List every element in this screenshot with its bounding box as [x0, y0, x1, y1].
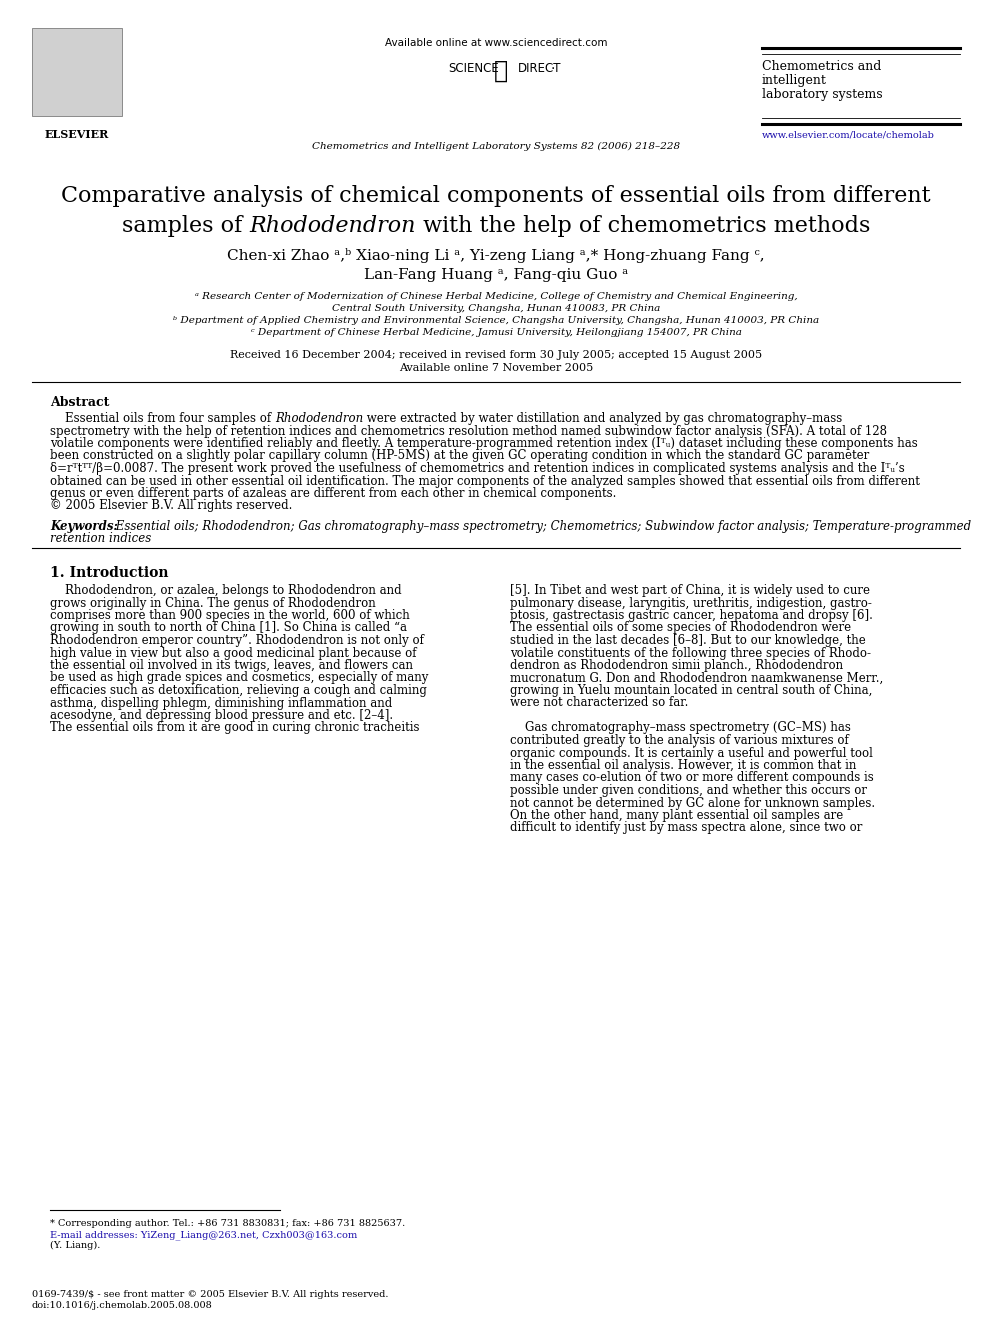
Text: genus or even different parts of azaleas are different from each other in chemic: genus or even different parts of azaleas…	[50, 487, 616, 500]
Text: intelligent: intelligent	[762, 74, 827, 87]
Text: volatile components were identified reliably and fleetly. A temperature-programm: volatile components were identified reli…	[50, 437, 918, 450]
Text: Gas chromatography–mass spectrometry (GC–MS) has: Gas chromatography–mass spectrometry (GC…	[510, 721, 851, 734]
Text: Received 16 December 2004; received in revised form 30 July 2005; accepted 15 Au: Received 16 December 2004; received in r…	[230, 351, 762, 360]
Text: ⓐ: ⓐ	[494, 60, 508, 83]
Text: ·: ·	[550, 62, 555, 75]
Text: Essential oils from four samples of: Essential oils from four samples of	[50, 411, 275, 425]
Text: Chen-xi Zhao ᵃ,ᵇ Xiao-ning Li ᵃ, Yi-zeng Liang ᵃ,* Hong-zhuang Fang ᶜ,: Chen-xi Zhao ᵃ,ᵇ Xiao-ning Li ᵃ, Yi-zeng…	[227, 247, 765, 263]
Text: retention indices: retention indices	[50, 532, 151, 545]
Text: volatile constituents of the following three species of Rhodo-: volatile constituents of the following t…	[510, 647, 871, 659]
Text: acesodyne, and depressing blood pressure and etc. [2–4].: acesodyne, and depressing blood pressure…	[50, 709, 393, 722]
Bar	[32, 28, 122, 116]
Text: studied in the last decades [6–8]. But to our knowledge, the: studied in the last decades [6–8]. But t…	[510, 634, 866, 647]
Text: with the help of chemometrics methods: with the help of chemometrics methods	[416, 216, 870, 237]
Text: asthma, dispelling phlegm, diminishing inflammation and: asthma, dispelling phlegm, diminishing i…	[50, 696, 392, 709]
Text: in the essential oil analysis. However, it is common that in: in the essential oil analysis. However, …	[510, 759, 856, 773]
Text: ELSEVIER: ELSEVIER	[45, 130, 109, 140]
Text: were extracted by water distillation and analyzed by gas chromatography–mass: were extracted by water distillation and…	[363, 411, 842, 425]
Text: Available online 7 November 2005: Available online 7 November 2005	[399, 363, 593, 373]
Text: comprises more than 900 species in the world, 600 of which: comprises more than 900 species in the w…	[50, 609, 410, 622]
Text: Essential oils; Rhododendron; Gas chromatography–mass spectrometry; Chemometrics: Essential oils; Rhododendron; Gas chroma…	[112, 520, 971, 533]
Text: Keywords:: Keywords:	[50, 520, 118, 533]
Text: Rhododendron emperor country”. Rhododendron is not only of: Rhododendron emperor country”. Rhododend…	[50, 634, 424, 647]
Text: laboratory systems: laboratory systems	[762, 89, 883, 101]
Text: growing in south to north of China [1]. So China is called “a: growing in south to north of China [1]. …	[50, 622, 407, 635]
Text: ptosis, gastrectasis gastric cancer, hepatoma and dropsy [6].: ptosis, gastrectasis gastric cancer, hep…	[510, 609, 873, 622]
Text: Lan-Fang Huang ᵃ, Fang-qiu Guo ᵃ: Lan-Fang Huang ᵃ, Fang-qiu Guo ᵃ	[364, 269, 628, 282]
Text: Rhododendron: Rhododendron	[249, 216, 416, 237]
Text: 0169-7439/$ - see front matter © 2005 Elsevier B.V. All rights reserved.: 0169-7439/$ - see front matter © 2005 El…	[32, 1290, 389, 1299]
Text: ᶜ Department of Chinese Herbal Medicine, Jamusi University, Heilongjiang 154007,: ᶜ Department of Chinese Herbal Medicine,…	[251, 328, 741, 337]
Text: ᵇ Department of Applied Chemistry and Environmental Science, Changsha University: ᵇ Department of Applied Chemistry and En…	[173, 316, 819, 325]
Text: Rhododendron: Rhododendron	[275, 411, 363, 425]
Text: E-mail addresses: YiZeng_Liang@263.net, Czxh003@163.com: E-mail addresses: YiZeng_Liang@263.net, …	[50, 1230, 357, 1240]
Text: many cases co-elution of two or more different compounds is: many cases co-elution of two or more dif…	[510, 771, 874, 785]
Text: Comparative analysis of chemical components of essential oils from different: Comparative analysis of chemical compone…	[62, 185, 930, 206]
Text: (Y. Liang).: (Y. Liang).	[50, 1241, 100, 1250]
Text: been constructed on a slightly polar capillary column (HP-5MS) at the given GC o: been constructed on a slightly polar cap…	[50, 450, 869, 463]
Text: © 2005 Elsevier B.V. All rights reserved.: © 2005 Elsevier B.V. All rights reserved…	[50, 500, 293, 512]
Text: growing in Yuelu mountain located in central south of China,: growing in Yuelu mountain located in cen…	[510, 684, 872, 697]
Text: dendron as Rhododendron simii planch., Rhododendron: dendron as Rhododendron simii planch., R…	[510, 659, 843, 672]
Text: The essential oils of some species of Rhododendron were: The essential oils of some species of Rh…	[510, 622, 851, 635]
Text: grows originally in China. The genus of Rhododendron: grows originally in China. The genus of …	[50, 597, 376, 610]
Text: be used as high grade spices and cosmetics, especially of many: be used as high grade spices and cosmeti…	[50, 672, 429, 684]
Text: difficult to identify just by mass spectra alone, since two or: difficult to identify just by mass spect…	[510, 822, 862, 835]
Text: www.elsevier.com/locate/chemolab: www.elsevier.com/locate/chemolab	[762, 130, 934, 139]
Text: Abstract: Abstract	[50, 396, 109, 409]
Text: The essential oils from it are good in curing chronic tracheitis: The essential oils from it are good in c…	[50, 721, 420, 734]
Text: samples of: samples of	[122, 216, 249, 237]
Text: Chemometrics and: Chemometrics and	[762, 60, 881, 73]
Text: possible under given conditions, and whether this occurs or: possible under given conditions, and whe…	[510, 785, 867, 796]
Text: ᵃ Research Center of Modernization of Chinese Herbal Medicine, College of Chemis: ᵃ Research Center of Modernization of Ch…	[194, 292, 798, 302]
Text: pulmonary disease, laryngitis, urethritis, indigestion, gastro-: pulmonary disease, laryngitis, urethriti…	[510, 597, 872, 610]
Text: Central South University, Changsha, Hunan 410083, PR China: Central South University, Changsha, Huna…	[332, 304, 660, 314]
Text: SCIENCE: SCIENCE	[448, 62, 499, 75]
Text: the essential oil involved in its twigs, leaves, and flowers can: the essential oil involved in its twigs,…	[50, 659, 413, 672]
Text: contributed greatly to the analysis of various mixtures of: contributed greatly to the analysis of v…	[510, 734, 849, 747]
Text: were not characterized so far.: were not characterized so far.	[510, 696, 688, 709]
Text: On the other hand, many plant essential oil samples are: On the other hand, many plant essential …	[510, 808, 843, 822]
Text: δ=rᵀtᵀᵀ/β=0.0087. The present work proved the usefulness of chemometrics and ret: δ=rᵀtᵀᵀ/β=0.0087. The present work prove…	[50, 462, 905, 475]
Text: * Corresponding author. Tel.: +86 731 8830831; fax: +86 731 8825637.: * Corresponding author. Tel.: +86 731 88…	[50, 1218, 406, 1228]
Text: organic compounds. It is certainly a useful and powerful tool: organic compounds. It is certainly a use…	[510, 746, 873, 759]
Text: 1. Introduction: 1. Introduction	[50, 566, 169, 579]
Text: Chemometrics and Intelligent Laboratory Systems 82 (2006) 218–228: Chemometrics and Intelligent Laboratory …	[311, 142, 681, 151]
Text: efficacies such as detoxification, relieving a cough and calming: efficacies such as detoxification, relie…	[50, 684, 427, 697]
Text: spectrometry with the help of retention indices and chemometrics resolution meth: spectrometry with the help of retention …	[50, 425, 887, 438]
Text: Available online at www.sciencedirect.com: Available online at www.sciencedirect.co…	[385, 38, 607, 48]
Text: mucronatum G. Don and Rhododendron naamkwanense Merr.,: mucronatum G. Don and Rhododendron naamk…	[510, 672, 883, 684]
Text: obtained can be used in other essential oil identification. The major components: obtained can be used in other essential …	[50, 475, 920, 487]
Text: high value in view but also a good medicinal plant because of: high value in view but also a good medic…	[50, 647, 417, 659]
Text: not cannot be determined by GC alone for unknown samples.: not cannot be determined by GC alone for…	[510, 796, 875, 810]
Text: Rhododendron, or azalea, belongs to Rhododendron and: Rhododendron, or azalea, belongs to Rhod…	[50, 583, 402, 597]
Text: DIRECT: DIRECT	[518, 62, 561, 75]
Text: [5]. In Tibet and west part of China, it is widely used to cure: [5]. In Tibet and west part of China, it…	[510, 583, 870, 597]
Text: doi:10.1016/j.chemolab.2005.08.008: doi:10.1016/j.chemolab.2005.08.008	[32, 1301, 212, 1310]
